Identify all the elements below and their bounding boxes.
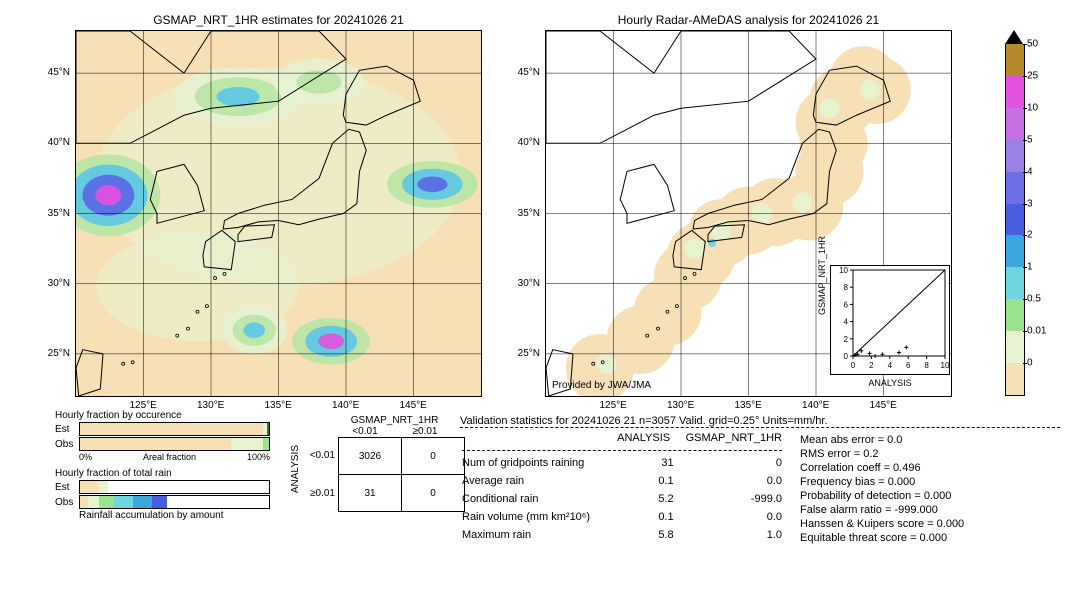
mini-bar-charts: Hourly fraction by occurenceEstObs0%Area… — [55, 410, 270, 527]
colorbar-segment — [1005, 172, 1025, 204]
lat-tick-label: 40°N — [518, 137, 540, 148]
metric-row: Frequency bias = 0.000 — [800, 476, 964, 488]
inset-canvas: 0 2 4 6 8 10 0 2 4 6 8 10 — [831, 266, 949, 374]
mini-bar-row-label: Est — [55, 482, 79, 493]
colorbar-label: 0.01 — [1027, 326, 1046, 337]
inset-xlabel: ANALYSIS — [868, 378, 911, 388]
lon-tick-label: 140°E — [802, 400, 829, 411]
colorbar-label: 0 — [1027, 358, 1033, 369]
left-map-canvas — [76, 31, 481, 396]
metric-row: False alarm ratio = -999.000 — [800, 504, 964, 516]
colorbar-label: 4 — [1027, 166, 1033, 177]
colorbar-label: 5 — [1027, 134, 1033, 145]
lon-tick-label: 135°E — [735, 400, 762, 411]
svg-text:0: 0 — [851, 361, 856, 370]
metric-row: Probability of detection = 0.000 — [800, 490, 964, 502]
map-credit: Provided by JWA/JMA — [552, 380, 651, 391]
colorbar-segment — [1005, 331, 1025, 363]
lat-tick-label: 40°N — [48, 137, 70, 148]
colorbar-label: 1 — [1027, 262, 1033, 273]
lon-tick-label: 130°E — [667, 400, 694, 411]
svg-text:8: 8 — [844, 283, 849, 292]
colorbar-arrow — [1005, 30, 1023, 44]
colorbar-segment — [1005, 44, 1025, 76]
mini-bar-row: Est — [55, 422, 270, 436]
colorbar-segment — [1005, 204, 1025, 236]
colorbar-label: 3 — [1027, 198, 1033, 209]
lat-tick-label: 45°N — [48, 67, 70, 78]
mini-bar-row: Obs — [55, 495, 270, 509]
inset-scatter: 02468100246810 ANALYSISGSMAP_NRT_1HR — [830, 265, 950, 375]
lon-tick-label: 125°E — [600, 400, 627, 411]
metric-row: Correlation coeff = 0.496 — [800, 462, 964, 474]
metric-row: Hanssen & Kuipers score = 0.000 — [800, 518, 964, 530]
colorbar: 502510543210.50.010 — [1005, 30, 1023, 395]
metrics-list: Mean abs error = 0.0 RMS error = 0.2 Corre… — [800, 432, 964, 546]
lat-tick-label: 35°N — [518, 208, 540, 219]
lon-tick-label: 145°E — [400, 400, 427, 411]
metric-row: RMS error = 0.2 — [800, 448, 964, 460]
colorbar-segment — [1005, 76, 1025, 108]
svg-text:4: 4 — [888, 361, 893, 370]
mini-bar-title: Hourly fraction by occurence — [55, 410, 270, 421]
mini-bar-row: Est — [55, 480, 270, 494]
colorbar-segment — [1005, 363, 1025, 396]
contab-col-header: GSMAP_NRT_1HR — [324, 415, 465, 426]
colorbar-label: 0.5 — [1027, 294, 1041, 305]
svg-text:8: 8 — [924, 361, 929, 370]
mini-bar-row-label: Est — [55, 424, 79, 435]
contab-cells: 30260310 — [338, 437, 465, 512]
left-map-panel: GSMAP_NRT_1HR estimates for 20241026 21 … — [75, 30, 482, 397]
mini-bar-caption: Rainfall accumulation by amount — [79, 510, 270, 521]
contab-row-header: ANALYSIS — [290, 445, 301, 493]
metric-row: Equitable threat score = 0.000 — [800, 532, 964, 544]
svg-text:4: 4 — [844, 318, 849, 327]
metric-row: Mean abs error = 0.0 — [800, 434, 964, 446]
right-map-title: Hourly Radar-AMeDAS analysis for 2024102… — [546, 13, 951, 27]
mini-bar-row-label: Obs — [55, 439, 79, 450]
lat-tick-label: 30°N — [518, 278, 540, 289]
colorbar-segment — [1005, 108, 1025, 140]
mini-bar-axis: 0%Areal fraction100% — [79, 452, 270, 462]
lat-tick-label: 45°N — [518, 67, 540, 78]
colorbar-label: 50 — [1027, 39, 1038, 50]
colorbar-segment — [1005, 140, 1025, 172]
colorbar-label: 2 — [1027, 230, 1033, 241]
svg-text:6: 6 — [844, 300, 849, 309]
inset-ylabel: GSMAP_NRT_1HR — [817, 236, 827, 315]
colorbar-segment — [1005, 235, 1025, 267]
colorbar-label: 10 — [1027, 102, 1038, 113]
colorbar-segment — [1005, 299, 1025, 331]
mini-bar-row-label: Obs — [55, 497, 79, 508]
lon-tick-label: 140°E — [332, 400, 359, 411]
lat-tick-label: 25°N — [518, 348, 540, 359]
lat-tick-label: 30°N — [48, 278, 70, 289]
validation-table: ANALYSISGSMAP_NRT_1HRNum of gridpoints r… — [460, 428, 794, 545]
mini-bar-title: Hourly fraction of total rain — [55, 468, 270, 479]
lon-tick-label: 145°E — [870, 400, 897, 411]
svg-text:6: 6 — [906, 361, 911, 370]
contingency-table: GSMAP_NRT_1HRANALYSIS<0.01≥0.01<0.01≥0.0… — [290, 415, 465, 512]
validation-header: Validation statistics for 20241026 21 n=… — [460, 415, 940, 427]
lat-tick-label: 35°N — [48, 208, 70, 219]
svg-text:2: 2 — [844, 335, 849, 344]
left-map-title: GSMAP_NRT_1HR estimates for 20241026 21 — [76, 13, 481, 27]
colorbar-segment — [1005, 267, 1025, 299]
svg-text:10: 10 — [839, 266, 848, 275]
colorbar-label: 25 — [1027, 70, 1038, 81]
mini-bar-row: Obs — [55, 437, 270, 451]
lat-tick-label: 25°N — [48, 348, 70, 359]
svg-text:2: 2 — [869, 361, 874, 370]
svg-text:0: 0 — [844, 352, 849, 361]
svg-text:10: 10 — [941, 361, 949, 370]
